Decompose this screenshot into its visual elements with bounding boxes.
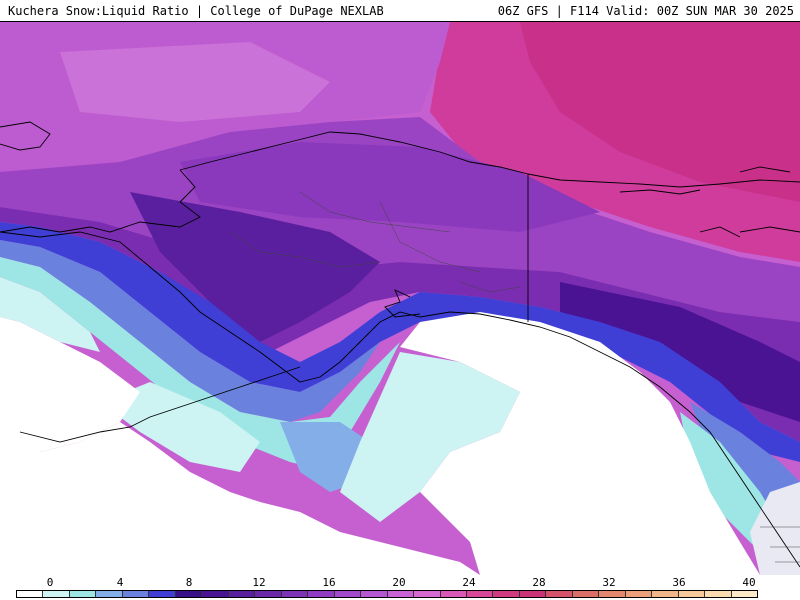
legend-tick-20: 20 — [392, 576, 406, 589]
legend-swatch — [387, 591, 415, 597]
product-title: Kuchera Snow:Liquid Ratio | College of D… — [8, 4, 384, 18]
legend-swatch — [440, 591, 467, 597]
legend-swatch — [572, 591, 600, 597]
legend-tick-24: 24 — [462, 576, 476, 589]
legend-tick-40: 40 — [742, 576, 756, 589]
legend-swatch — [414, 591, 441, 597]
map-canvas — [0, 22, 800, 575]
legend-swatch — [255, 591, 282, 597]
legend-tick-0: 0 — [46, 576, 54, 589]
legend-swatch — [69, 591, 97, 597]
snow-ratio-map — [0, 22, 800, 575]
color-scale-legend: 0 4 8 12 16 20 24 28 32 36 40 — [0, 575, 800, 600]
legend-swatch — [122, 591, 150, 597]
legend-swatch — [175, 591, 203, 597]
legend-swatch — [361, 591, 388, 597]
legend-tick-4: 4 — [116, 576, 124, 589]
legend-swatch — [519, 591, 547, 597]
legend-swatch — [43, 591, 70, 597]
legend-swatch — [625, 591, 653, 597]
legend-swatch — [705, 591, 732, 597]
legend-color-bar — [16, 590, 758, 598]
legend-swatch — [678, 591, 706, 597]
legend-tick-12: 12 — [252, 576, 266, 589]
legend-swatch — [228, 591, 256, 597]
legend-swatch — [731, 591, 758, 597]
legend-swatch — [334, 591, 362, 597]
legend-swatch — [546, 591, 573, 597]
legend-tick-28: 28 — [532, 576, 546, 589]
legend-swatch — [466, 591, 494, 597]
legend-tick-labels: 0 4 8 12 16 20 24 28 32 36 40 — [0, 575, 800, 589]
legend-tick-32: 32 — [602, 576, 616, 589]
map-header: Kuchera Snow:Liquid Ratio | College of D… — [0, 0, 800, 22]
model-valid-time: 06Z GFS | F114 Valid: 00Z SUN MAR 30 202… — [497, 4, 794, 18]
legend-swatch — [202, 591, 229, 597]
legend-tick-16: 16 — [322, 576, 336, 589]
legend-swatch — [493, 591, 520, 597]
legend-swatch — [652, 591, 679, 597]
legend-swatch — [281, 591, 309, 597]
legend-swatch — [17, 591, 44, 597]
legend-tick-8: 8 — [185, 576, 193, 589]
legend-swatch — [599, 591, 626, 597]
legend-swatch — [149, 591, 176, 597]
legend-tick-36: 36 — [672, 576, 686, 589]
legend-swatch — [96, 591, 123, 597]
legend-swatch — [308, 591, 335, 597]
